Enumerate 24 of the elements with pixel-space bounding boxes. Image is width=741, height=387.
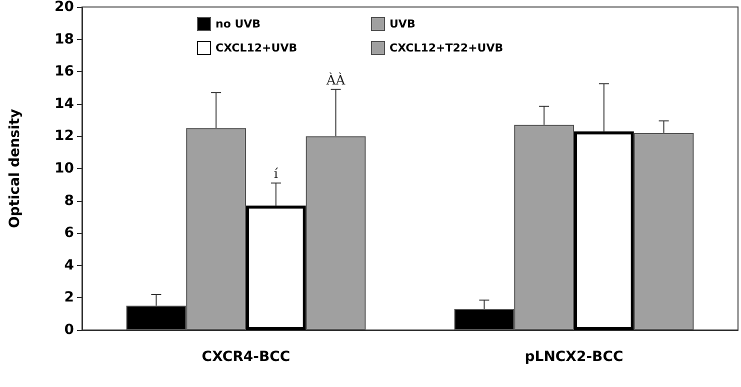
y-tick-label: 2: [64, 290, 74, 306]
y-tick-label: 10: [54, 160, 74, 176]
y-tick-label: 18: [54, 31, 74, 48]
y-tick-label: 14: [54, 96, 74, 112]
y-tick-label: 4: [64, 257, 74, 274]
annotation: í: [274, 167, 279, 182]
x-tick-label: pLNCX2-BCC: [524, 349, 624, 365]
y-tick-label: 6: [64, 225, 74, 242]
y-tick-label: 20: [54, 0, 74, 15]
x-tick-label: CXCR4-BCC: [202, 349, 290, 365]
annotation: ÀÀ: [325, 71, 346, 88]
bar: [246, 206, 306, 330]
y-tick-label: 16: [54, 64, 74, 80]
bar: [306, 136, 366, 330]
y-tick-label: 0: [64, 322, 74, 338]
y-tick-label: 8: [64, 192, 74, 209]
legend-label: CXCL12+T22+UVB: [390, 42, 504, 54]
y-tick-label: 12: [54, 128, 74, 144]
y-axis-title: Optical density: [7, 108, 23, 228]
legend-label: UVB: [390, 18, 416, 30]
legend-label: no UVB: [216, 18, 261, 30]
legend-label: CXCL12+UVB: [216, 42, 298, 54]
bar: [574, 131, 634, 330]
bar: [634, 132, 694, 330]
